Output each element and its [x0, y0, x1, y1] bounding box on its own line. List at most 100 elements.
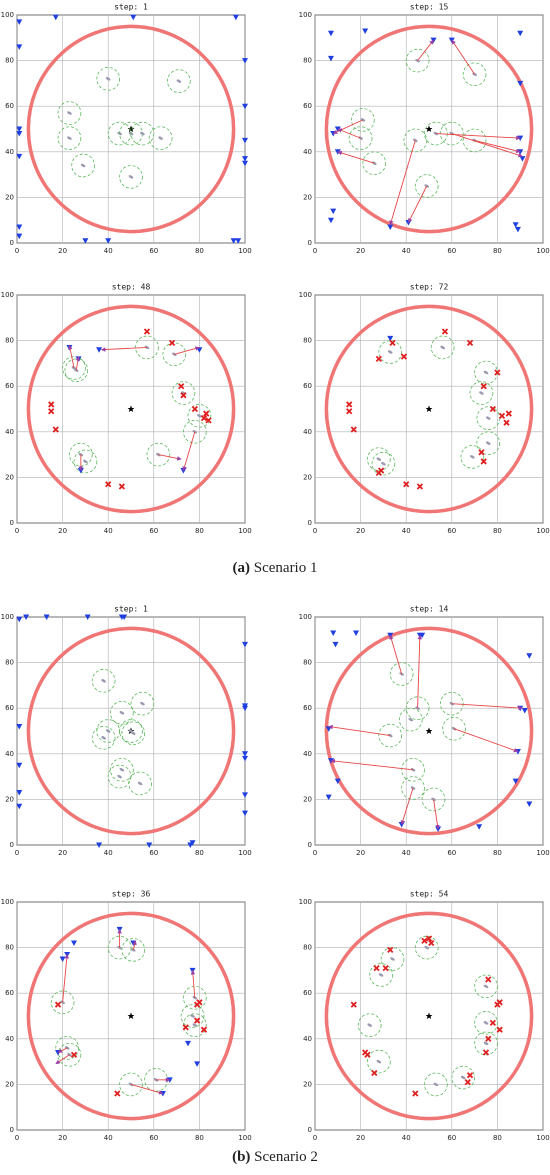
- x-tick-label: 20: [356, 1134, 365, 1142]
- y-tick-label: 100: [1, 898, 14, 906]
- x-tick-label: 100: [238, 849, 251, 857]
- evader: [16, 616, 23, 623]
- captured-evader: [196, 999, 203, 1006]
- pursuit-arrow: [57, 1047, 68, 1053]
- target: [127, 405, 135, 412]
- captured-evader: [494, 369, 501, 376]
- pursuer: [483, 370, 489, 375]
- y-tick-label: 100: [1, 291, 14, 299]
- captured-evader: [478, 449, 485, 456]
- y-tick-label: 60: [5, 989, 14, 997]
- pursuer: [64, 1046, 70, 1050]
- captured-evader: [191, 405, 198, 413]
- evader: [242, 103, 248, 110]
- x-tick-label: 20: [58, 247, 67, 255]
- pursuit-arrow: [474, 139, 521, 154]
- captured-evader: [143, 328, 151, 335]
- capture-range: [55, 1036, 79, 1060]
- pursuer: [483, 984, 489, 989]
- captured-evader: [105, 481, 112, 488]
- capture-range: [171, 381, 196, 405]
- pursuer: [486, 441, 491, 445]
- evader: [242, 137, 248, 144]
- pursuer: [176, 79, 182, 83]
- capture-range: [421, 787, 446, 812]
- boundary: [26, 626, 236, 836]
- capture-range: [401, 776, 425, 800]
- y-tick-label: 80: [5, 57, 14, 65]
- y-tick-label: 100: [299, 11, 312, 19]
- evader: [327, 30, 334, 37]
- pursuer: [140, 131, 145, 136]
- y-tick-label: 60: [303, 102, 312, 110]
- x-tick-label: 40: [104, 527, 113, 535]
- y-tick-label: 40: [303, 750, 312, 758]
- x-tick-label: 80: [493, 849, 502, 857]
- capture-range: [73, 449, 98, 474]
- pursuit-arrow: [337, 128, 361, 139]
- chart-title: step: 48: [112, 283, 151, 292]
- capture-range: [183, 985, 207, 1010]
- x-tick-label: 60: [149, 849, 158, 857]
- capture-range: [439, 691, 464, 716]
- x-tick-label: 0: [15, 247, 19, 255]
- pursuer: [408, 717, 414, 722]
- y-tick-label: 60: [303, 704, 312, 712]
- evader: [242, 160, 248, 167]
- boundary: [324, 304, 534, 514]
- captured-evader: [375, 355, 382, 362]
- pursuer: [131, 731, 136, 735]
- pursuer: [67, 136, 72, 140]
- panel: 0 20 40 60 80 100 0 20 40 60 80 100 step: 1: [1, 605, 252, 858]
- capture-range: [57, 101, 82, 125]
- captured-evader: [464, 1078, 471, 1086]
- pursuit-arrow: [330, 758, 414, 771]
- evader: [334, 778, 341, 785]
- boundary: [26, 304, 236, 514]
- x-tick-label: 60: [447, 1134, 456, 1142]
- captured-evader: [350, 1001, 357, 1008]
- x-tick-label: 20: [356, 849, 365, 857]
- capture-range: [130, 121, 155, 146]
- capture-range: [148, 126, 173, 150]
- pursuer: [424, 945, 429, 950]
- pursuit-arrow: [337, 150, 375, 164]
- pursuer: [376, 1059, 382, 1064]
- target: [425, 405, 433, 412]
- x-tick-label: 80: [195, 849, 204, 857]
- evader: [16, 803, 23, 810]
- pursuer: [67, 1053, 72, 1057]
- x-tick-label: 100: [536, 1134, 549, 1142]
- pursuit-arrow: [130, 1083, 164, 1095]
- y-tick-label: 100: [299, 291, 312, 299]
- target: [425, 727, 433, 734]
- evader: [387, 335, 394, 342]
- pursuer: [67, 111, 72, 115]
- capture-range: [119, 165, 143, 189]
- capture-range: [96, 67, 120, 91]
- pursuit-arrow: [417, 39, 434, 61]
- evader: [242, 810, 248, 817]
- captured-evader: [489, 1019, 496, 1026]
- evader: [362, 28, 369, 34]
- evader: [16, 19, 23, 25]
- capture-range: [451, 1065, 476, 1090]
- captured-evader: [48, 401, 55, 408]
- captured-evader: [54, 1001, 62, 1008]
- captured-evader: [70, 1051, 78, 1058]
- pursuit-arrow: [400, 787, 414, 825]
- pursuit-arrow: [451, 133, 523, 158]
- pursuer: [158, 136, 163, 140]
- captured-evader: [118, 483, 126, 490]
- y-tick-label: 0: [308, 1126, 312, 1134]
- capture-range: [130, 691, 155, 716]
- pursuit-arrow: [408, 185, 428, 223]
- pursuer: [105, 77, 111, 81]
- y-tick-label: 40: [5, 1035, 14, 1043]
- pursuit-arrow: [435, 133, 521, 141]
- evader: [242, 755, 248, 762]
- y-tick-label: 40: [303, 428, 312, 436]
- captured-evader: [200, 414, 208, 422]
- boundary: [324, 24, 534, 234]
- caption: (a) Scenario 1: [233, 560, 318, 576]
